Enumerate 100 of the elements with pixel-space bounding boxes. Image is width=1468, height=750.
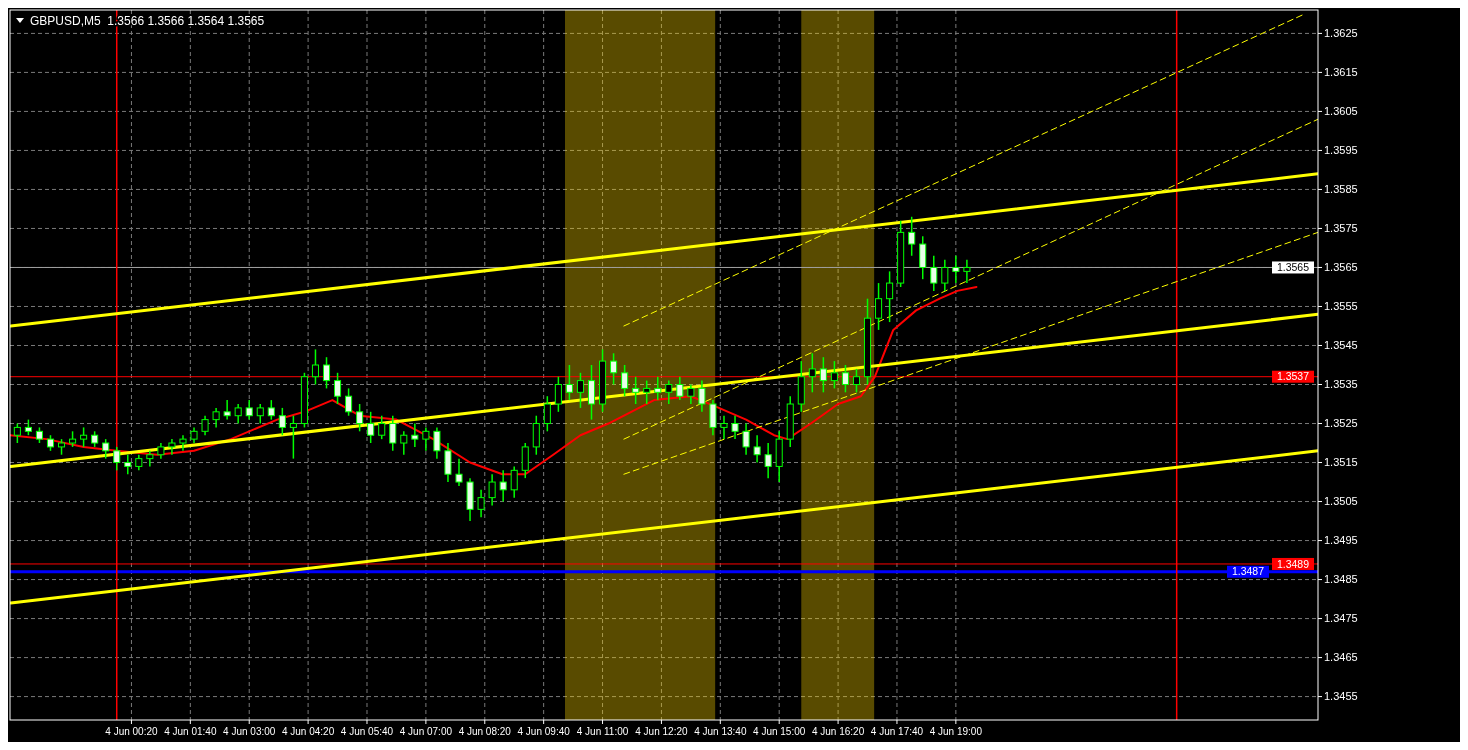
candlestick bbox=[278, 407, 286, 436]
candlestick bbox=[919, 235, 927, 280]
x-tick-label: 4 Jun 03:00 bbox=[223, 726, 276, 737]
candlestick bbox=[621, 364, 629, 397]
candlestick bbox=[941, 258, 949, 292]
candlestick bbox=[356, 403, 364, 433]
candlestick bbox=[576, 372, 584, 409]
candlestick bbox=[345, 387, 353, 417]
x-tick-label: 4 Jun 09:40 bbox=[517, 726, 571, 737]
candlestick bbox=[334, 372, 342, 405]
candlestick bbox=[13, 422, 21, 444]
candlestick bbox=[80, 426, 88, 448]
candlestick bbox=[808, 352, 816, 394]
x-tick-label: 4 Jun 05:40 bbox=[340, 726, 394, 737]
x-tick-label: 4 Jun 07:00 bbox=[399, 726, 453, 737]
candlestick bbox=[223, 399, 231, 421]
candlestick bbox=[554, 375, 562, 413]
ref-line-label: 1.3565 bbox=[1276, 261, 1310, 274]
candlestick bbox=[610, 352, 618, 386]
candlestick bbox=[311, 348, 320, 386]
candlestick bbox=[477, 489, 485, 518]
y-tick-label: 1.3505 bbox=[1324, 495, 1358, 508]
candlestick bbox=[499, 469, 507, 503]
candlestick bbox=[665, 379, 673, 405]
candlestick bbox=[698, 379, 706, 413]
x-tick-label: 4 Jun 04:20 bbox=[281, 726, 335, 737]
x-tick-label: 4 Jun 16:20 bbox=[811, 726, 865, 737]
candlestick bbox=[455, 457, 463, 487]
candlestick bbox=[389, 414, 397, 452]
y-tick-label: 1.3485 bbox=[1324, 573, 1358, 586]
x-tick-label: 4 Jun 15:00 bbox=[753, 726, 806, 737]
candlestick bbox=[433, 426, 441, 460]
candlestick bbox=[852, 368, 861, 394]
x-tick-label: 4 Jun 11:00 bbox=[576, 726, 629, 737]
candlestick bbox=[565, 364, 573, 401]
candlestick bbox=[378, 414, 386, 440]
y-tick-label: 1.3595 bbox=[1324, 144, 1358, 157]
candlestick bbox=[742, 422, 750, 456]
candlestick bbox=[709, 399, 717, 436]
candlestick bbox=[267, 399, 275, 421]
x-tick-label: 4 Jun 00:20 bbox=[105, 726, 159, 737]
y-tick-label: 1.3475 bbox=[1324, 612, 1358, 625]
candlestick bbox=[400, 430, 408, 456]
ref-line-label: 1.3487 bbox=[1231, 565, 1265, 578]
candlestick bbox=[322, 356, 331, 390]
ref-line-label: 1.3489 bbox=[1276, 557, 1310, 570]
candlestick bbox=[830, 360, 838, 390]
y-tick-label: 1.3585 bbox=[1324, 183, 1358, 196]
candlestick bbox=[488, 473, 496, 507]
y-tick-label: 1.3615 bbox=[1324, 66, 1358, 79]
candlestick bbox=[720, 414, 728, 440]
candlestick bbox=[367, 411, 375, 444]
candlestick bbox=[113, 446, 121, 472]
y-tick-label: 1.3465 bbox=[1324, 651, 1358, 664]
y-tick-label: 1.3575 bbox=[1324, 222, 1358, 235]
candlestick bbox=[643, 379, 651, 405]
x-tick-label: 4 Jun 01:40 bbox=[164, 726, 217, 737]
x-tick-label: 4 Jun 08:20 bbox=[458, 726, 512, 737]
y-tick-label: 1.3525 bbox=[1324, 417, 1358, 430]
x-tick-label: 4 Jun 12:20 bbox=[635, 726, 688, 737]
y-tick-label: 1.3555 bbox=[1324, 300, 1358, 313]
candlestick bbox=[654, 375, 662, 401]
candlestick bbox=[422, 426, 430, 452]
candlestick bbox=[510, 465, 518, 499]
candlestick bbox=[875, 282, 883, 331]
y-tick-label: 1.3625 bbox=[1324, 27, 1358, 40]
candlestick bbox=[245, 399, 253, 421]
x-tick-label: 4 Jun 13:40 bbox=[694, 726, 747, 737]
candlestick bbox=[444, 442, 452, 483]
candlestick bbox=[124, 453, 132, 475]
candlestick bbox=[411, 422, 419, 448]
candlestick bbox=[963, 258, 971, 284]
x-tick-label: 4 Jun 17:40 bbox=[870, 726, 924, 737]
y-tick-label: 1.3455 bbox=[1324, 690, 1358, 703]
candlestick bbox=[632, 375, 640, 405]
ref-line-label: 1.3537 bbox=[1276, 370, 1310, 383]
candlestick bbox=[289, 414, 297, 460]
candlestick bbox=[753, 434, 761, 464]
candlestick bbox=[764, 442, 772, 479]
candlestick bbox=[930, 255, 938, 292]
x-tick-label: 4 Jun 19:00 bbox=[929, 726, 983, 737]
candlestick bbox=[234, 403, 242, 425]
candlestick bbox=[521, 442, 529, 479]
candlestick bbox=[201, 414, 209, 436]
candlestick bbox=[886, 270, 894, 323]
candlestick bbox=[676, 375, 684, 401]
candlestick bbox=[543, 395, 551, 433]
candlestick bbox=[102, 438, 110, 460]
y-tick-label: 1.3545 bbox=[1324, 339, 1358, 352]
candlestick bbox=[731, 414, 739, 440]
candlestick bbox=[687, 383, 695, 405]
candlestick bbox=[532, 414, 540, 456]
candlestick bbox=[587, 364, 596, 421]
y-tick-label: 1.3495 bbox=[1324, 534, 1358, 547]
candlestick bbox=[819, 356, 827, 394]
candlestick bbox=[952, 255, 960, 284]
y-tick-label: 1.3535 bbox=[1324, 378, 1358, 391]
candlestick bbox=[256, 403, 264, 425]
y-tick-label: 1.3605 bbox=[1324, 105, 1358, 118]
candlestick bbox=[841, 364, 849, 394]
